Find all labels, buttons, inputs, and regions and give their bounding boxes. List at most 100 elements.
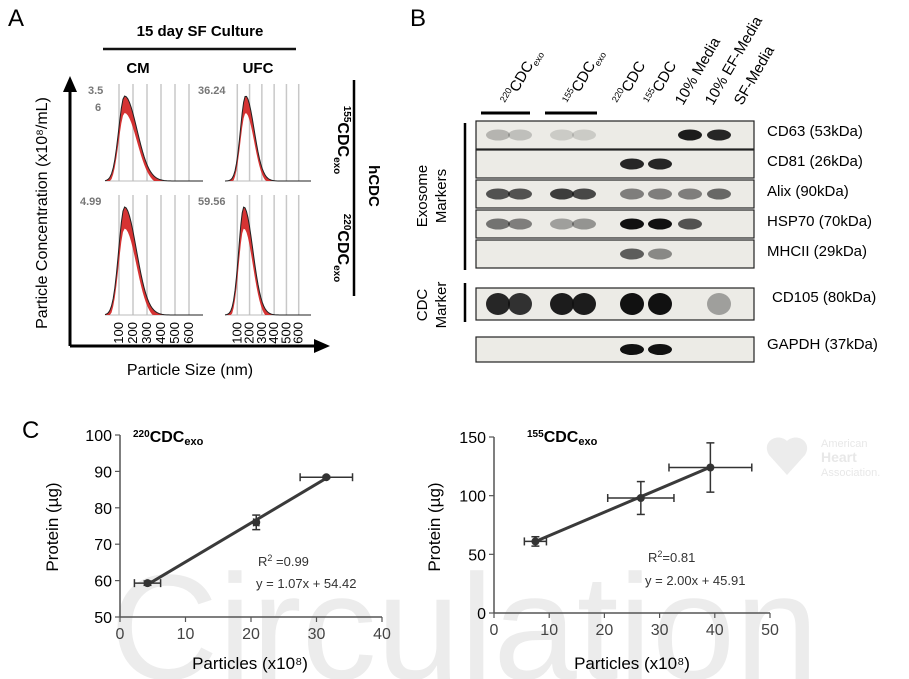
western-blot-strips — [475, 120, 755, 363]
row-label-155: 155CDCexo — [331, 106, 352, 175]
nta-x-tick-label: 600 — [291, 322, 306, 344]
blot-band — [508, 293, 532, 315]
x-tick-label: 0 — [490, 622, 499, 639]
cdc-label-2: Marker — [433, 282, 450, 329]
x-axis-label: Particles (x10⁸) — [192, 654, 308, 673]
scatter-chart-155: 0 50 100 150 0 10 20 30 40 50 155CDCexo Protein (µg… — [425, 429, 779, 673]
aha-line-2: Heart — [821, 449, 857, 465]
blot-band — [550, 129, 574, 141]
blot-band — [678, 129, 702, 141]
row-label-220: 220CDCexo — [331, 214, 352, 283]
panel-letter-c: C — [22, 417, 39, 444]
aha-logo: American Heart Association. — [766, 437, 880, 479]
blot-band — [486, 188, 510, 200]
svg-text:220CDCexo: 220CDCexo — [331, 214, 352, 283]
nta-x-tick-label: 400 — [266, 322, 281, 344]
panel-letter-a: A — [8, 5, 24, 32]
data-point — [668, 442, 753, 493]
chart-title: 220CDCexo — [133, 429, 204, 448]
blot-strip — [475, 209, 755, 239]
blot-band — [648, 218, 672, 230]
panel-a-y-label: Particle Concentration (x10⁸/mL) — [34, 97, 51, 329]
aha-line-3: Association. — [821, 467, 880, 479]
nta-plot — [104, 195, 203, 316]
fit-equation: y = 2.00x + 45.91 — [645, 573, 745, 588]
blot-band — [486, 293, 510, 315]
blot-strip — [475, 336, 755, 363]
y-tick-label: 50 — [94, 610, 112, 627]
watermark-text: Circulation — [110, 543, 819, 679]
y-tick-label: 70 — [94, 537, 112, 554]
blot-band — [620, 218, 644, 230]
blot-band — [707, 293, 731, 315]
panel-a-x-arrowhead — [314, 339, 330, 353]
panel-letter-b: B — [410, 5, 426, 32]
blot-strip — [475, 149, 755, 179]
chart-title: 155CDCexo — [527, 429, 598, 448]
blot-strip — [475, 239, 755, 269]
col-label-ufc: UFC — [243, 60, 274, 77]
blot-label: CD81 (26kDa) — [767, 153, 863, 170]
blot-band — [572, 129, 596, 141]
nta-plot — [224, 195, 311, 316]
blot-band — [620, 188, 644, 200]
nta-x-tick-label: 400 — [153, 322, 168, 344]
y-axis-label: Protein (µg) — [43, 482, 62, 571]
blot-band — [572, 218, 596, 230]
svg-text:155CDCexo: 155CDCexo — [331, 106, 352, 175]
fit-line — [534, 465, 711, 543]
blot-band — [620, 158, 644, 170]
lane-label: 220CDCexo — [498, 45, 546, 109]
exosome-label-2: Markers — [433, 169, 450, 223]
r-squared-label: R2=0.81 — [648, 549, 695, 565]
y-tick-label: 90 — [94, 464, 112, 481]
x-tick-label: 50 — [761, 622, 779, 639]
nta-x-tick-label: 500 — [167, 322, 182, 344]
blot-band — [648, 344, 672, 355]
nta-x-tick-label: 300 — [139, 322, 154, 344]
x-tick-label: 10 — [540, 622, 558, 639]
blot-labels: CD63 (53kDa) CD81 (26kDa) Alix (90kDa) HSP7… — [767, 123, 878, 353]
plot-max-value: 36.24 — [198, 85, 226, 97]
blot-band — [707, 129, 731, 141]
fit-line — [146, 476, 328, 586]
blot-label: MHCII (29kDa) — [767, 243, 867, 260]
nta-x-tick-label: 100 — [229, 322, 244, 344]
x-axis-label: Particles (x10⁸) — [574, 654, 690, 673]
lane-label: 155CDCexo — [560, 45, 608, 109]
blot-label: Alix (90kDa) — [767, 183, 849, 200]
nta-plot-grid — [104, 84, 311, 316]
r-squared-label: R2 =0.99 — [258, 553, 309, 569]
exosome-label-1: Exosome — [414, 165, 431, 228]
blot-band — [486, 129, 510, 141]
nta-x-tick-label: 200 — [125, 322, 140, 344]
blot-band — [648, 158, 672, 170]
col-label-cm: CM — [126, 60, 149, 77]
nta-x-tick-label: 100 — [111, 322, 126, 344]
y-axis-label: Protein (µg) — [425, 482, 444, 571]
aha-line-1: American — [821, 438, 867, 450]
blot-label: GAPDH (37kDa) — [767, 336, 878, 353]
y-tick-label: 60 — [94, 574, 112, 591]
nta-x-tick-label: 200 — [242, 322, 257, 344]
x-tick-label: 40 — [706, 622, 724, 639]
x-tick-label: 10 — [177, 626, 195, 643]
blot-band — [550, 218, 574, 230]
data-point — [606, 480, 675, 516]
blot-strip — [475, 287, 755, 321]
nta-x-tick-label: 500 — [278, 322, 293, 344]
nta-x-tick-label: 600 — [181, 322, 196, 344]
y-tick-label: 150 — [459, 430, 486, 447]
x-tick-label: 20 — [242, 626, 260, 643]
scatter-chart-220: 50 60 70 80 90 100 0 10 20 30 40 220CDCexo Protein (… — [43, 428, 391, 673]
blot-band — [620, 248, 644, 260]
panel-a-x-label: Particle Size (nm) — [127, 362, 253, 379]
data-point — [133, 579, 162, 588]
nta-plot — [224, 84, 311, 182]
hcdc-label: hCDC — [365, 165, 382, 207]
blot-band — [550, 188, 574, 200]
blot-band — [620, 344, 644, 355]
data-point — [252, 514, 261, 531]
blot-label: CD105 (80kDa) — [772, 289, 876, 306]
